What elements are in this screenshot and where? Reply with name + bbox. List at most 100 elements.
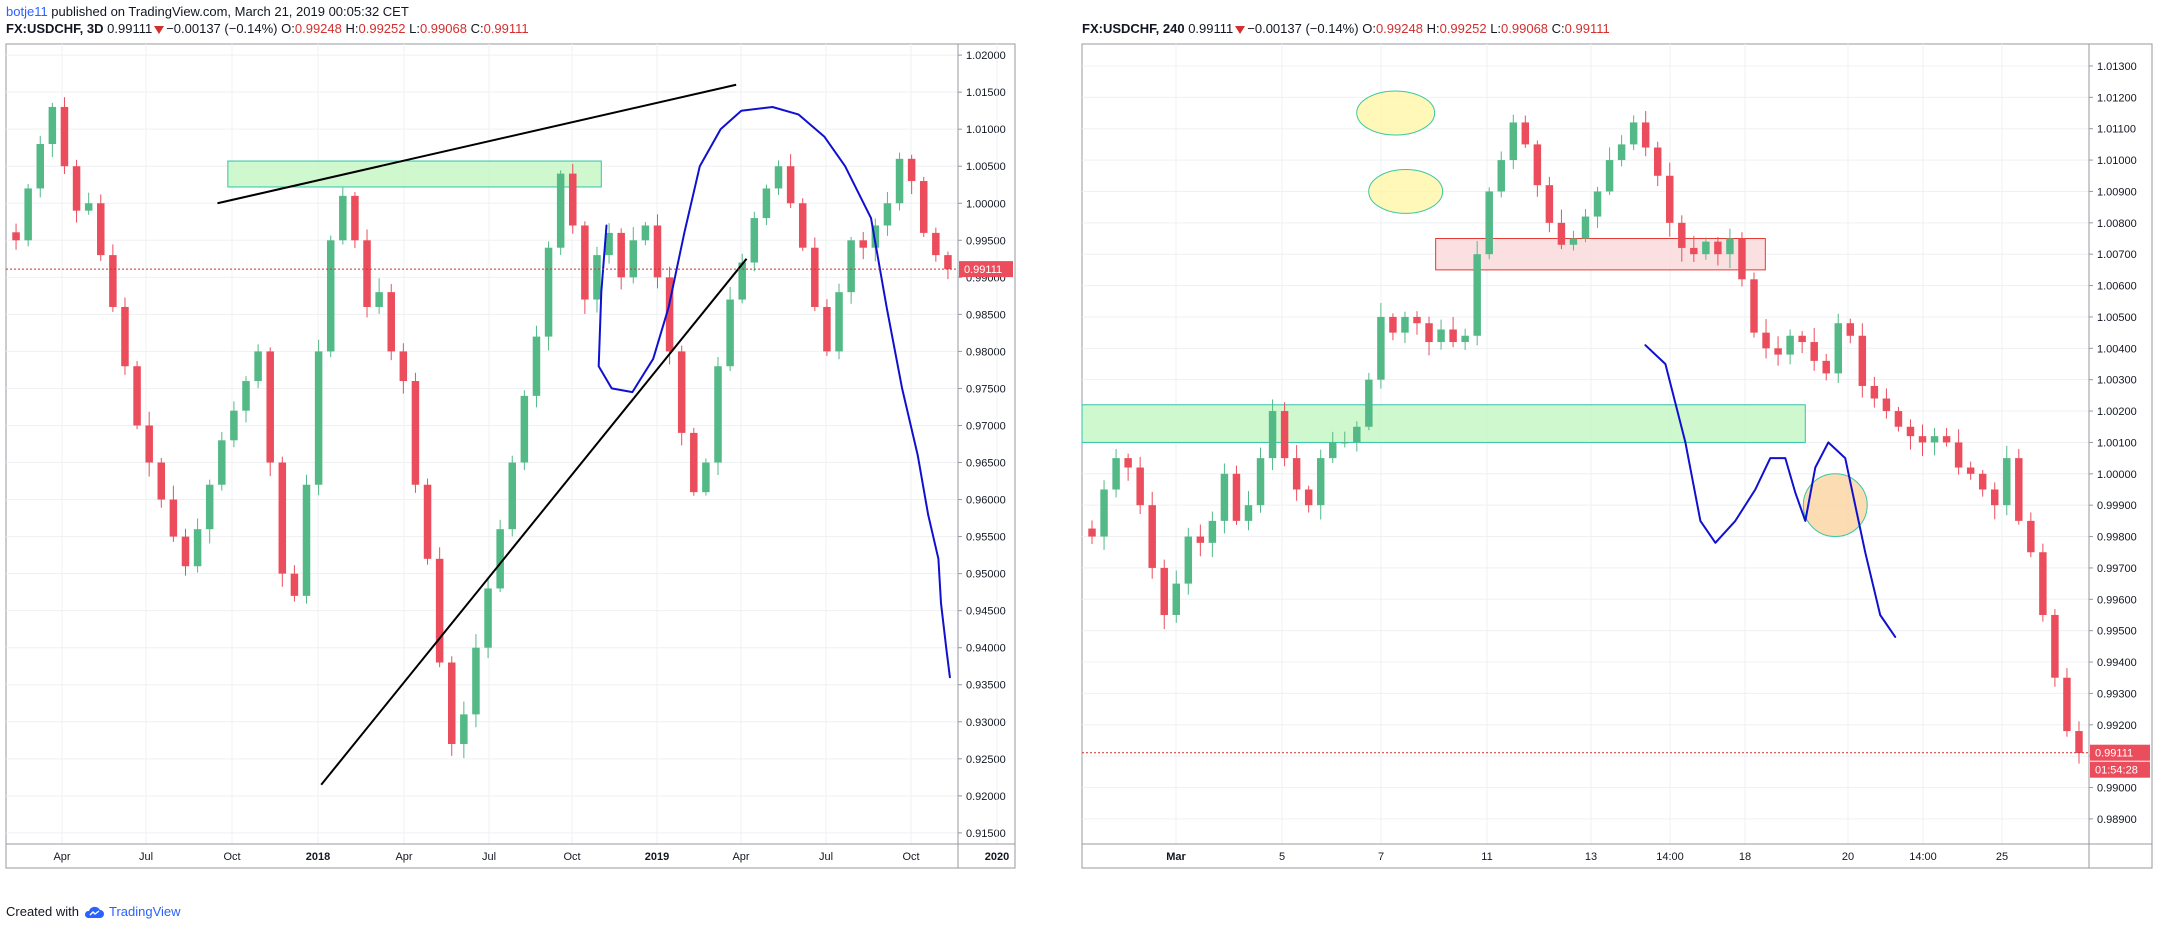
candle-up	[1629, 122, 1638, 145]
candle-up	[1365, 379, 1373, 427]
author-link[interactable]: botje11	[6, 4, 48, 19]
candle-up	[544, 247, 553, 337]
candle-down	[581, 225, 589, 300]
candle-down	[2039, 552, 2047, 615]
candle-down	[1678, 222, 1686, 248]
candle-up	[762, 188, 771, 219]
y-tick-label: 0.92000	[966, 791, 1006, 803]
price-label: 0.99111	[964, 264, 1002, 276]
y-tick-label: 0.99700	[2097, 563, 2137, 575]
y-tick-label: 0.96000	[966, 495, 1006, 507]
projection-drawing	[597, 106, 951, 679]
high-right: 0.99252	[1439, 21, 1487, 36]
candle-up	[84, 203, 93, 211]
x-tick-label: Jul	[819, 851, 833, 863]
support-zone	[1081, 404, 1806, 443]
y-tick-label: 0.91500	[966, 828, 1006, 840]
y-tick-label: 0.95500	[966, 532, 1006, 544]
last-left: 0.99111	[107, 21, 153, 36]
candle-down	[1966, 467, 1975, 474]
candle-up	[871, 225, 880, 248]
candle-down	[1304, 489, 1313, 506]
symbol-right[interactable]: FX:USDCHF, 240	[1082, 21, 1185, 36]
candle-down	[1798, 335, 1806, 343]
candle-up	[1497, 160, 1505, 192]
open-right: 0.99248	[1375, 21, 1423, 36]
candle-down	[1425, 323, 1433, 343]
tradingview-link[interactable]: TradingView	[108, 904, 181, 919]
y-tick-label: 0.99400	[2097, 657, 2137, 669]
candle-down	[1545, 185, 1554, 223]
y-tick-label: 0.93500	[966, 680, 1006, 692]
candle-down	[1641, 122, 1650, 148]
candle-down	[60, 106, 69, 167]
candle-down	[786, 166, 795, 204]
candle-up	[895, 158, 904, 204]
candle-down	[133, 366, 141, 426]
candle-down	[932, 232, 940, 256]
candle-down	[423, 484, 432, 559]
highlight-ellipse	[1356, 90, 1436, 136]
candle-up	[24, 188, 32, 241]
candle-up	[629, 240, 638, 278]
close-left: 0.99111	[483, 21, 529, 36]
candle-up	[1930, 436, 1939, 443]
candle-down	[72, 166, 81, 211]
candle-down	[1990, 489, 1999, 506]
candle-down	[1882, 398, 1891, 412]
chart-pane-right: 1.01300 1.01200 1.01100 1.01000 1.00900 1.008…	[1081, 43, 2153, 869]
candle-down	[1088, 528, 1096, 537]
y-tick-label: 1.01300	[2097, 61, 2137, 73]
low-left: 0.99068	[419, 21, 467, 36]
x-tick-label: 18	[1739, 851, 1751, 863]
charts-canvas[interactable]: 1.02000 1.01500 1.01000 1.00500 1.00000 0.995…	[0, 0, 2157, 900]
candle-down	[677, 351, 686, 433]
candle-up	[847, 240, 855, 293]
x-tick-label: 2020	[985, 851, 1009, 863]
candle-down	[1954, 442, 1963, 468]
candle-down	[351, 195, 359, 241]
change-left: −0.00137 (−0.14%)	[166, 21, 278, 36]
y-tick-label: 1.00500	[966, 161, 1006, 173]
change-right: −0.00137 (−0.14%)	[1247, 21, 1359, 36]
candle-down	[447, 662, 456, 744]
y-tick-label: 0.94000	[966, 643, 1006, 655]
candle-up	[1244, 505, 1253, 521]
candle-up	[1268, 411, 1277, 459]
candle-down	[278, 462, 287, 574]
candle-down	[1160, 567, 1168, 615]
y-tick-label: 0.99500	[2097, 626, 2137, 638]
candle-up	[1220, 473, 1229, 521]
candle-down	[399, 351, 408, 382]
x-tick-label: Oct	[563, 851, 580, 863]
y-tick-label: 1.00900	[2097, 186, 2137, 198]
x-tick-label: 7	[1378, 851, 1384, 863]
symbol-left[interactable]: FX:USDCHF, 3D	[6, 21, 104, 36]
candle-up	[593, 255, 601, 300]
support-zone	[227, 160, 602, 188]
low-right: 0.99068	[1501, 21, 1549, 36]
candle-up	[520, 395, 529, 463]
candle-down	[1449, 329, 1457, 343]
candle-up	[738, 262, 746, 300]
candle-up	[702, 462, 710, 493]
candle-down	[1822, 360, 1830, 374]
x-tick-label: 5	[1279, 851, 1285, 863]
candle-down	[387, 292, 395, 352]
candle-up	[1329, 442, 1337, 459]
high-left: 0.99252	[358, 21, 406, 36]
candle-down	[97, 203, 105, 256]
y-tick-label: 0.97500	[966, 383, 1006, 395]
x-tick-label: Mar	[1166, 851, 1186, 863]
candle-down	[811, 247, 819, 307]
candle-up	[302, 484, 311, 596]
price-label-bg	[959, 261, 1013, 278]
price-label-bg	[2090, 744, 2150, 761]
candle-down	[919, 181, 928, 233]
candle-down	[1714, 241, 1722, 255]
candle-up	[1341, 442, 1349, 444]
price-label: 0.99111	[2095, 748, 2133, 760]
candle-up	[254, 351, 262, 382]
x-tick-label: Jul	[139, 851, 153, 863]
candle-up	[774, 166, 783, 189]
